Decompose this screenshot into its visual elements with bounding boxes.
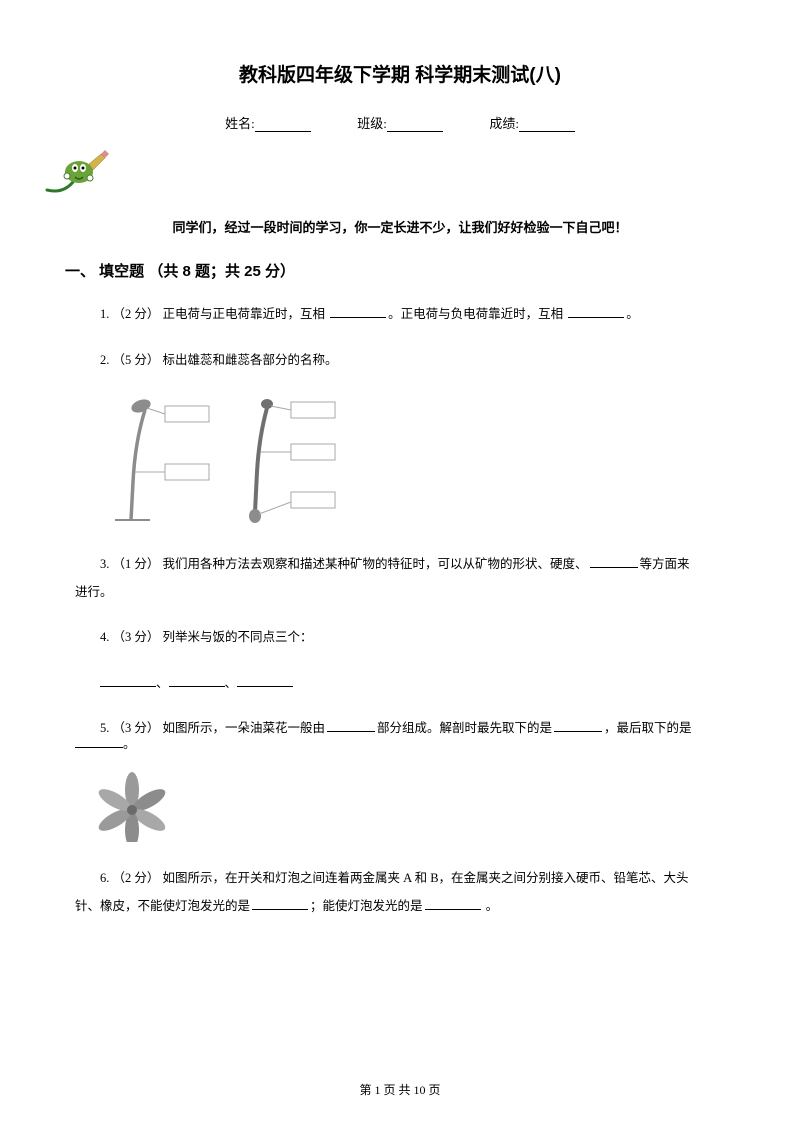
q3-suffix: 等方面来 xyxy=(640,557,690,571)
q5-suffix: 。 xyxy=(123,737,136,751)
section-1-heading: 一、 填空题 （共 8 题；共 25 分） xyxy=(65,260,725,281)
q1-mid: 。正电荷与负电荷靠近时，互相 xyxy=(388,307,566,321)
q6-l2b: ；能使灯泡发光的是 xyxy=(310,899,423,913)
header-fields: 姓名: 班级: 成绩: xyxy=(75,113,725,132)
q6-blank-1[interactable] xyxy=(252,898,308,910)
q6-blank-2[interactable] xyxy=(425,898,481,910)
footer-mid: 页 共 xyxy=(380,1083,413,1097)
q1-suffix: 。 xyxy=(626,307,639,321)
q1-blank-2[interactable] xyxy=(568,306,624,318)
score-blank[interactable] xyxy=(519,118,575,132)
q5-mid2: ，最后取下的是 xyxy=(604,721,692,735)
q3-blank[interactable] xyxy=(590,556,638,568)
footer-total: 10 xyxy=(414,1083,426,1097)
q5-blank-1[interactable] xyxy=(327,720,375,732)
q5-blank-3[interactable] xyxy=(75,736,123,748)
question-3-line2: 进行。 xyxy=(75,579,725,607)
page-title: 教科版四年级下学期 科学期末测试(八) xyxy=(75,60,725,87)
name-label: 姓名: xyxy=(225,116,255,131)
page-footer: 第 1 页 共 10 页 xyxy=(0,1081,800,1098)
q6-l2c: 。 xyxy=(483,899,499,913)
q6-l2a: 针、橡皮，不能使灯泡发光的是 xyxy=(75,899,250,913)
q5-blank-2[interactable] xyxy=(554,720,602,732)
footer-prefix: 第 xyxy=(359,1083,374,1097)
question-1: 1. （2 分） 正电荷与正电荷靠近时，互相 。正电荷与负电荷靠近时，互相 。 xyxy=(75,301,725,329)
intro-text: 同学们，经过一段时间的学习，你一定长进不少，让我们好好检验一下自己吧！ xyxy=(75,217,725,236)
footer-suffix: 页 xyxy=(426,1083,441,1097)
mascot-icon xyxy=(45,142,725,199)
q4-blank-1[interactable] xyxy=(100,675,156,687)
class-label: 班级: xyxy=(357,116,387,131)
q4-blank-2[interactable] xyxy=(169,675,225,687)
question-2: 2. （5 分） 标出雄蕊和雌蕊各部分的名称。 xyxy=(75,347,725,375)
q5-mid1: 部分组成。解剖时最先取下的是 xyxy=(377,721,552,735)
class-blank[interactable] xyxy=(387,118,443,132)
name-blank[interactable] xyxy=(255,118,311,132)
q4-blank-3[interactable] xyxy=(237,675,293,687)
q1-blank-1[interactable] xyxy=(330,306,386,318)
question-5: 5. （3 分） 如图所示，一朵油菜花一般由部分组成。解剖时最先取下的是，最后取… xyxy=(75,715,725,743)
score-label: 成绩: xyxy=(489,116,519,131)
q5-figure xyxy=(87,772,725,847)
q2-figure xyxy=(95,392,725,537)
question-3: 3. （1 分） 我们用各种方法去观察和描述某种矿物的特征时，可以从矿物的形状、… xyxy=(75,551,725,579)
question-6-line1: 6. （2 分） 如图所示，在开关和灯泡之间连着两金属夹 A 和 B，在金属夹之… xyxy=(75,865,725,893)
question-6-line2: 针、橡皮，不能使灯泡发光的是 ；能使灯泡发光的是 。 xyxy=(75,893,725,921)
q3-prefix: 3. （1 分） 我们用各种方法去观察和描述某种矿物的特征时，可以从矿物的形状、… xyxy=(100,557,588,571)
q4-blanks: 、、 xyxy=(75,670,725,698)
question-4: 4. （3 分） 列举米与饭的不同点三个： xyxy=(75,624,725,652)
q1-prefix: 1. （2 分） 正电荷与正电荷靠近时，互相 xyxy=(100,307,328,321)
